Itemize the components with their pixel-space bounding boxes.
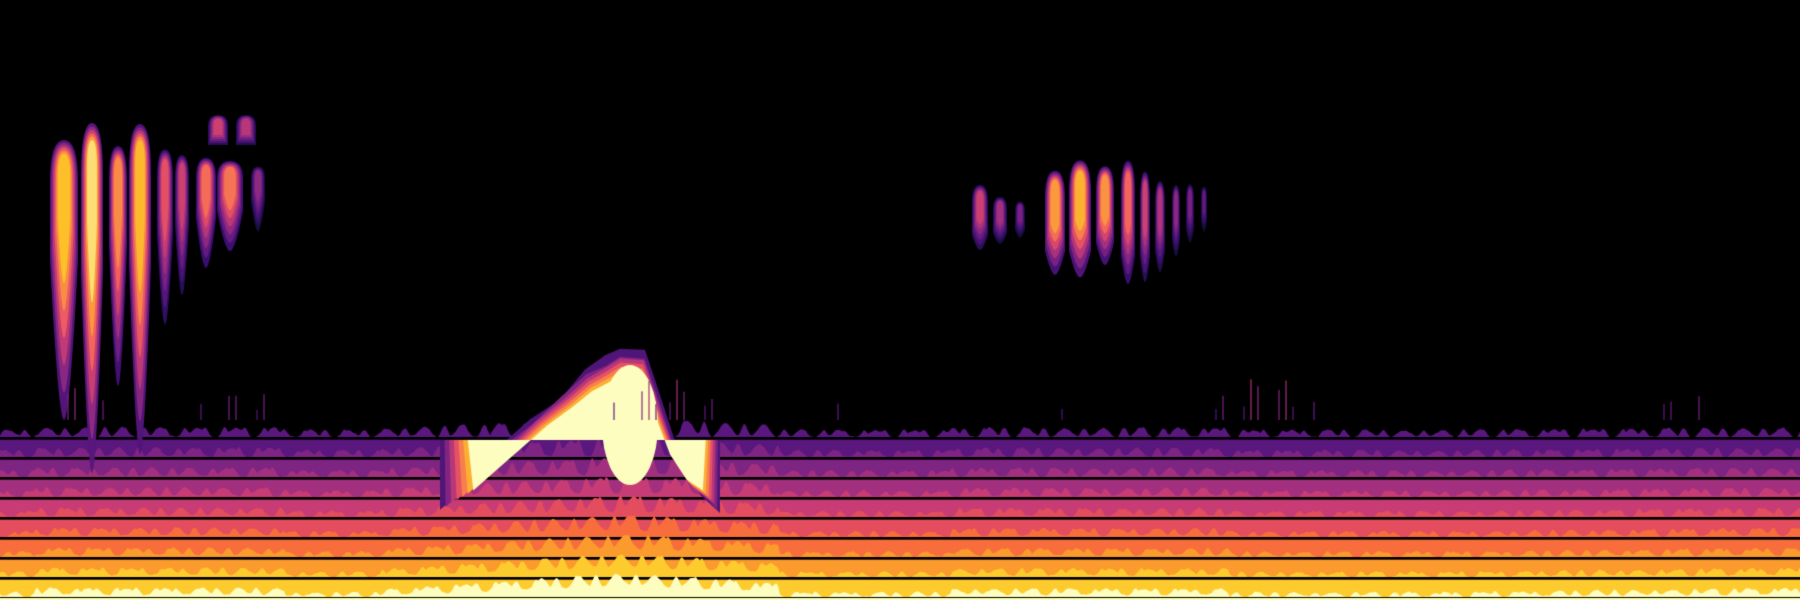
spectrogram-chart [0,0,1800,600]
